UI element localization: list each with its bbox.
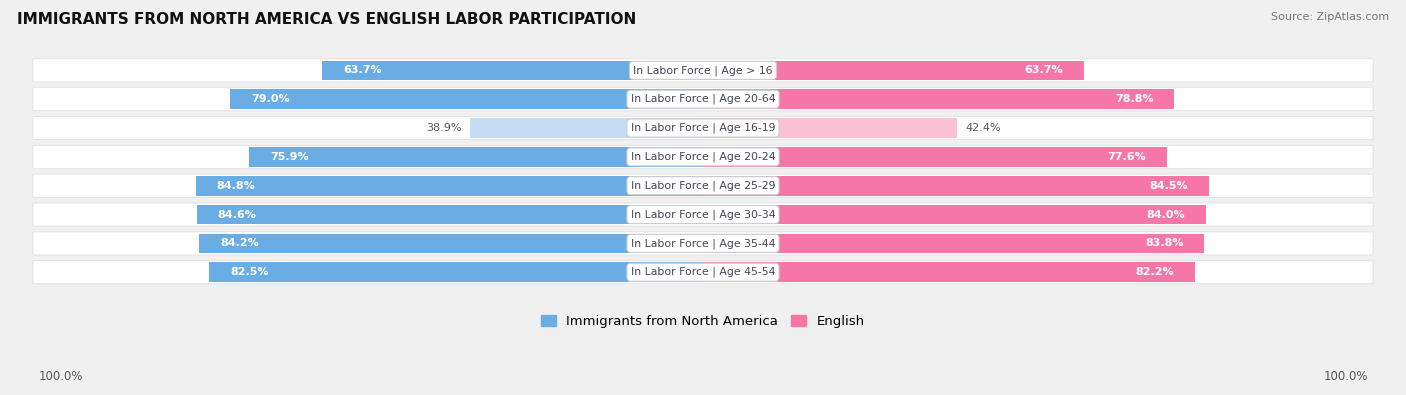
Text: In Labor Force | Age 16-19: In Labor Force | Age 16-19: [631, 123, 775, 133]
Legend: Immigrants from North America, English: Immigrants from North America, English: [536, 309, 870, 333]
Text: In Labor Force | Age 25-29: In Labor Force | Age 25-29: [631, 181, 775, 191]
Text: In Labor Force | Age 35-44: In Labor Force | Age 35-44: [631, 238, 775, 248]
Text: In Labor Force | Age 20-24: In Labor Force | Age 20-24: [631, 152, 775, 162]
Text: 84.5%: 84.5%: [1149, 181, 1188, 191]
Text: In Labor Force | Age > 16: In Labor Force | Age > 16: [633, 65, 773, 75]
Bar: [195, 176, 703, 196]
Text: 84.0%: 84.0%: [1146, 210, 1185, 220]
Text: 38.9%: 38.9%: [426, 123, 461, 133]
Text: Source: ZipAtlas.com: Source: ZipAtlas.com: [1271, 12, 1389, 22]
Text: 84.2%: 84.2%: [221, 239, 259, 248]
Text: 63.7%: 63.7%: [1025, 65, 1063, 75]
Bar: [703, 118, 956, 138]
Text: 84.8%: 84.8%: [217, 181, 256, 191]
FancyBboxPatch shape: [32, 145, 1374, 168]
FancyBboxPatch shape: [32, 174, 1374, 197]
Text: 82.5%: 82.5%: [231, 267, 269, 277]
Bar: [200, 233, 703, 253]
Bar: [322, 60, 703, 80]
Text: 75.9%: 75.9%: [270, 152, 308, 162]
Text: 79.0%: 79.0%: [252, 94, 290, 104]
FancyBboxPatch shape: [32, 261, 1374, 284]
Bar: [703, 233, 1205, 253]
Bar: [197, 205, 703, 224]
Text: 77.6%: 77.6%: [1108, 152, 1146, 162]
Text: 78.8%: 78.8%: [1115, 94, 1153, 104]
FancyBboxPatch shape: [32, 59, 1374, 82]
Text: In Labor Force | Age 20-64: In Labor Force | Age 20-64: [631, 94, 775, 104]
Text: In Labor Force | Age 45-54: In Labor Force | Age 45-54: [631, 267, 775, 277]
Text: 83.8%: 83.8%: [1144, 239, 1184, 248]
Bar: [703, 262, 1195, 282]
Bar: [703, 89, 1174, 109]
Bar: [249, 147, 703, 167]
FancyBboxPatch shape: [32, 117, 1374, 139]
Text: 82.2%: 82.2%: [1135, 267, 1174, 277]
Bar: [470, 118, 703, 138]
Text: 100.0%: 100.0%: [1323, 370, 1368, 383]
Text: IMMIGRANTS FROM NORTH AMERICA VS ENGLISH LABOR PARTICIPATION: IMMIGRANTS FROM NORTH AMERICA VS ENGLISH…: [17, 12, 636, 27]
Bar: [703, 60, 1084, 80]
Bar: [703, 205, 1205, 224]
Bar: [231, 89, 703, 109]
FancyBboxPatch shape: [32, 203, 1374, 226]
Text: 42.4%: 42.4%: [966, 123, 1001, 133]
Bar: [703, 176, 1209, 196]
Bar: [209, 262, 703, 282]
Text: In Labor Force | Age 30-34: In Labor Force | Age 30-34: [631, 209, 775, 220]
Bar: [703, 147, 1167, 167]
Text: 100.0%: 100.0%: [38, 370, 83, 383]
Text: 63.7%: 63.7%: [343, 65, 381, 75]
FancyBboxPatch shape: [32, 88, 1374, 111]
FancyBboxPatch shape: [32, 232, 1374, 255]
Text: 84.6%: 84.6%: [218, 210, 257, 220]
